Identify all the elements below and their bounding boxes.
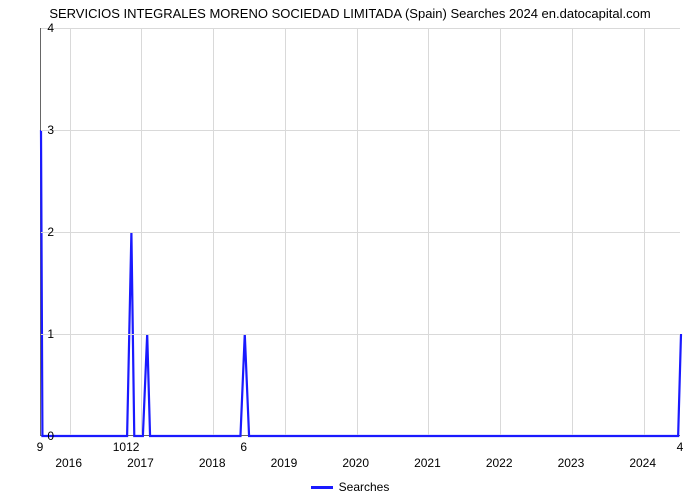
x-tick-label: 2024 (613, 456, 673, 470)
below-axis-number: 4 (677, 440, 684, 454)
y-tick-label: 1 (34, 327, 54, 341)
x-tick-label: 2020 (326, 456, 386, 470)
gridline-horizontal (41, 28, 680, 29)
plot-area (40, 28, 680, 436)
below-axis-number: 1012 (113, 440, 140, 454)
y-tick-label: 4 (34, 21, 54, 35)
legend: Searches (0, 480, 700, 494)
x-tick-label: 2019 (254, 456, 314, 470)
x-tick-label: 2023 (541, 456, 601, 470)
legend-label: Searches (339, 480, 390, 494)
gridline-horizontal (41, 334, 680, 335)
x-tick-label: 2016 (39, 456, 99, 470)
x-tick-label: 2022 (469, 456, 529, 470)
below-axis-number: 9 (37, 440, 44, 454)
x-tick-label: 2021 (397, 456, 457, 470)
y-tick-label: 2 (34, 225, 54, 239)
x-tick-label: 2017 (110, 456, 170, 470)
series-line (41, 130, 681, 436)
chart-container: SERVICIOS INTEGRALES MORENO SOCIEDAD LIM… (0, 0, 700, 500)
below-axis-number: 6 (240, 440, 247, 454)
legend-swatch (311, 486, 333, 489)
gridline-horizontal (41, 232, 680, 233)
chart-title: SERVICIOS INTEGRALES MORENO SOCIEDAD LIM… (0, 6, 700, 21)
y-tick-label: 3 (34, 123, 54, 137)
x-tick-label: 2018 (182, 456, 242, 470)
gridline-horizontal (41, 130, 680, 131)
